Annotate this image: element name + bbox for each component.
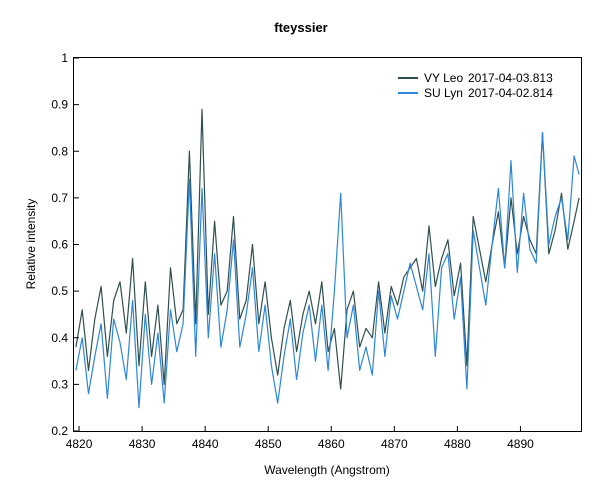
plot-frame — [73, 57, 582, 432]
y-tick-label: 0.5 — [51, 284, 68, 298]
x-tick-label: 4820 — [66, 437, 93, 451]
y-tick-label: 1 — [61, 51, 68, 65]
y-axis-label: Relative intensity — [24, 199, 38, 290]
legend-series-name: SU Lyn — [424, 86, 463, 100]
legend-series-date: 2017-04-02.814 — [468, 86, 553, 100]
legend: VY Leo 2017-04-03.813 SU Lyn 2017-04-02.814 — [398, 71, 553, 100]
y-tick-label: 0.6 — [51, 238, 68, 252]
x-axis-ticks: 4820 4830 4840 4850 4860 4870 4880 4890 — [66, 426, 534, 451]
y-tick-label: 0.4 — [51, 331, 68, 345]
x-tick-label: 4880 — [444, 437, 471, 451]
legend-series-date: 2017-04-03.813 — [468, 71, 553, 85]
plot-lines — [75, 108, 580, 409]
y-tick-label: 0.2 — [51, 424, 68, 438]
x-tick-label: 4850 — [255, 437, 282, 451]
x-tick-label: 4870 — [381, 437, 408, 451]
y-tick-label: 0.9 — [51, 98, 68, 112]
x-axis-label: Wavelength (Angstrom) — [264, 463, 390, 477]
y-tick-label: 0.3 — [51, 377, 68, 391]
y-tick-label: 0.8 — [51, 144, 68, 158]
series-line-su-lyn — [75, 132, 580, 409]
chart-title: fteyssier — [274, 20, 327, 35]
legend-series-name: VY Leo — [424, 71, 463, 85]
x-tick-label: 4840 — [192, 437, 219, 451]
x-tick-label: 4860 — [318, 437, 345, 451]
x-tick-label: 4830 — [129, 437, 156, 451]
x-tick-label: 4890 — [507, 437, 534, 451]
y-tick-label: 0.7 — [51, 191, 68, 205]
y-axis-ticks: 0.2 0.3 0.4 0.5 0.6 0.7 0.8 0.9 1 — [51, 51, 79, 438]
series-line-vy-leo — [75, 108, 580, 390]
